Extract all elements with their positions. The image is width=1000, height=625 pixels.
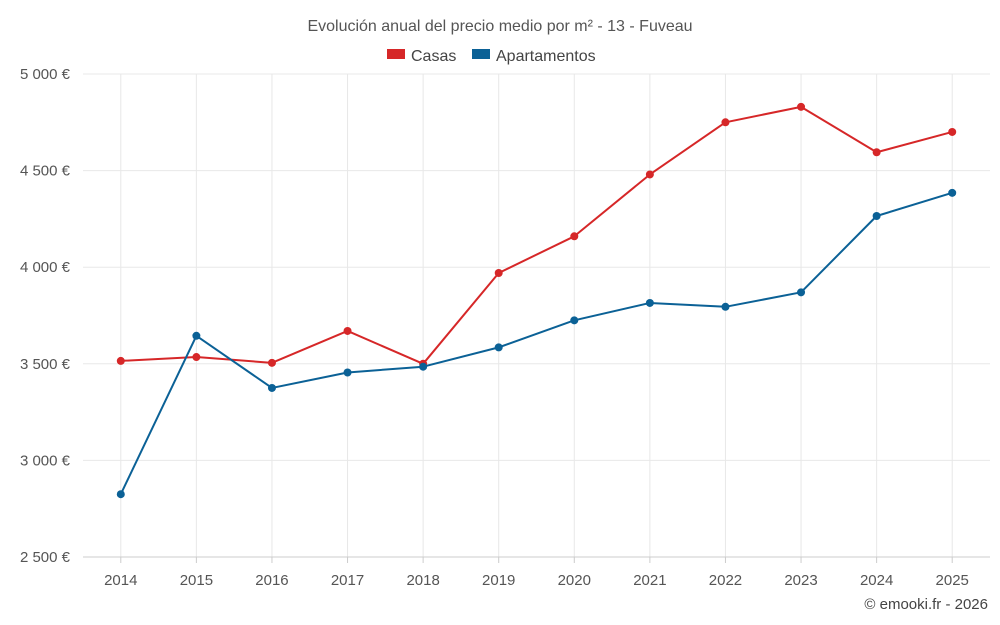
legend-label-casas[interactable]: Casas xyxy=(411,48,456,65)
data-point-apartamentos[interactable] xyxy=(494,343,503,352)
data-point-apartamentos[interactable] xyxy=(116,490,125,499)
y-tick-label: 5 000 € xyxy=(20,66,71,83)
data-point-apartamentos[interactable] xyxy=(570,316,579,325)
data-point-apartamentos[interactable] xyxy=(419,362,428,371)
data-point-apartamentos[interactable] xyxy=(721,302,730,311)
data-point-apartamentos[interactable] xyxy=(645,298,654,307)
series-line-apartamentos xyxy=(119,191,953,495)
data-point-apartamentos[interactable] xyxy=(872,212,881,221)
data-point-apartamentos[interactable] xyxy=(797,288,806,297)
legend-label-apartamentos[interactable]: Apartamentos xyxy=(496,48,596,65)
x-tick-label: 2016 xyxy=(255,572,288,589)
x-tick-label: 2024 xyxy=(860,572,893,589)
x-tick-label: 2018 xyxy=(406,572,439,589)
data-point-casas[interactable] xyxy=(645,170,654,179)
x-tick-label: 2021 xyxy=(633,572,666,589)
series-apartamentos xyxy=(116,188,957,499)
x-tick-label: 2017 xyxy=(331,572,364,589)
x-tick-label: 2014 xyxy=(104,572,137,589)
series xyxy=(116,102,957,499)
data-point-apartamentos[interactable] xyxy=(192,331,201,340)
x-tick-label: 2023 xyxy=(784,572,817,589)
x-tick-label: 2025 xyxy=(936,572,969,589)
x-tick-label: 2019 xyxy=(482,572,515,589)
chart-title: Evolución anual del precio medio por m² … xyxy=(307,18,692,35)
grid xyxy=(83,73,990,558)
legend: Casas Apartamentos xyxy=(387,48,596,65)
data-point-apartamentos[interactable] xyxy=(948,188,957,197)
y-tick-label: 3 000 € xyxy=(20,452,71,469)
x-tick-label: 2020 xyxy=(558,572,591,589)
y-tick-label: 2 500 € xyxy=(20,549,71,566)
x-tick-label: 2022 xyxy=(709,572,742,589)
x-tick-label: 2015 xyxy=(180,572,213,589)
data-point-casas[interactable] xyxy=(343,326,352,335)
data-point-apartamentos[interactable] xyxy=(343,368,352,377)
legend-swatch-casas[interactable] xyxy=(387,49,405,59)
credit: © emooki.fr - 2026 xyxy=(864,596,988,613)
data-point-casas[interactable] xyxy=(494,268,503,277)
data-point-casas[interactable] xyxy=(192,353,201,362)
data-point-casas[interactable] xyxy=(721,118,730,127)
y-axis: 2 500 € 3 000 € 3 500 € 4 000 € 4 500 € 5 000… xyxy=(20,66,71,566)
data-point-casas[interactable] xyxy=(948,127,957,136)
data-point-casas[interactable] xyxy=(267,358,276,367)
y-tick-label: 3 500 € xyxy=(20,356,71,373)
data-point-casas[interactable] xyxy=(797,102,806,111)
y-tick-label: 4 000 € xyxy=(20,259,71,276)
data-point-casas[interactable] xyxy=(570,232,579,241)
data-point-casas[interactable] xyxy=(872,148,881,157)
x-axis: 2014 2015 2016 2017 2018 2019 2020 2021 2022 2023… xyxy=(83,556,990,589)
series-line-casas xyxy=(120,105,953,365)
data-point-apartamentos[interactable] xyxy=(267,383,276,392)
data-point-casas[interactable] xyxy=(116,356,125,365)
y-tick-label: 4 500 € xyxy=(20,163,71,180)
legend-swatch-apartamentos[interactable] xyxy=(472,49,490,59)
series-casas xyxy=(116,102,957,368)
